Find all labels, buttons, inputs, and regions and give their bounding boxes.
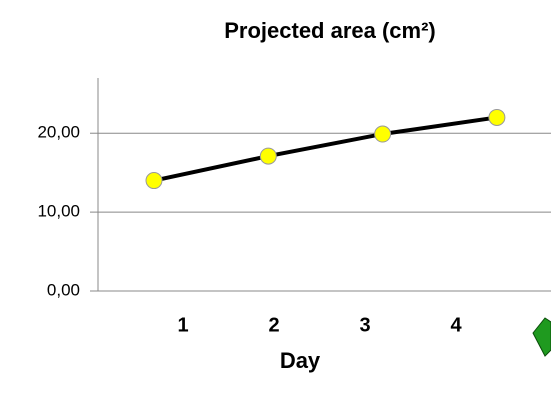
x-axis-title: Day (280, 348, 321, 373)
chart-title: Projected area (cm²) (224, 18, 436, 43)
data-point (259, 147, 277, 165)
data-point (488, 108, 506, 126)
x-tick-label: 4 (450, 314, 462, 336)
y-tick-label: 10,00 (37, 202, 80, 221)
x-tick-label: 2 (268, 314, 279, 336)
y-tick-label: 0,00 (47, 280, 80, 299)
decoration-arrow (532, 317, 551, 357)
data-point (374, 125, 392, 143)
x-tick-label: 1 (177, 314, 188, 336)
x-tick-label: 3 (359, 314, 370, 336)
y-tick-label: 20,00 (37, 123, 80, 142)
data-point (145, 172, 163, 190)
series-line (153, 115, 498, 183)
